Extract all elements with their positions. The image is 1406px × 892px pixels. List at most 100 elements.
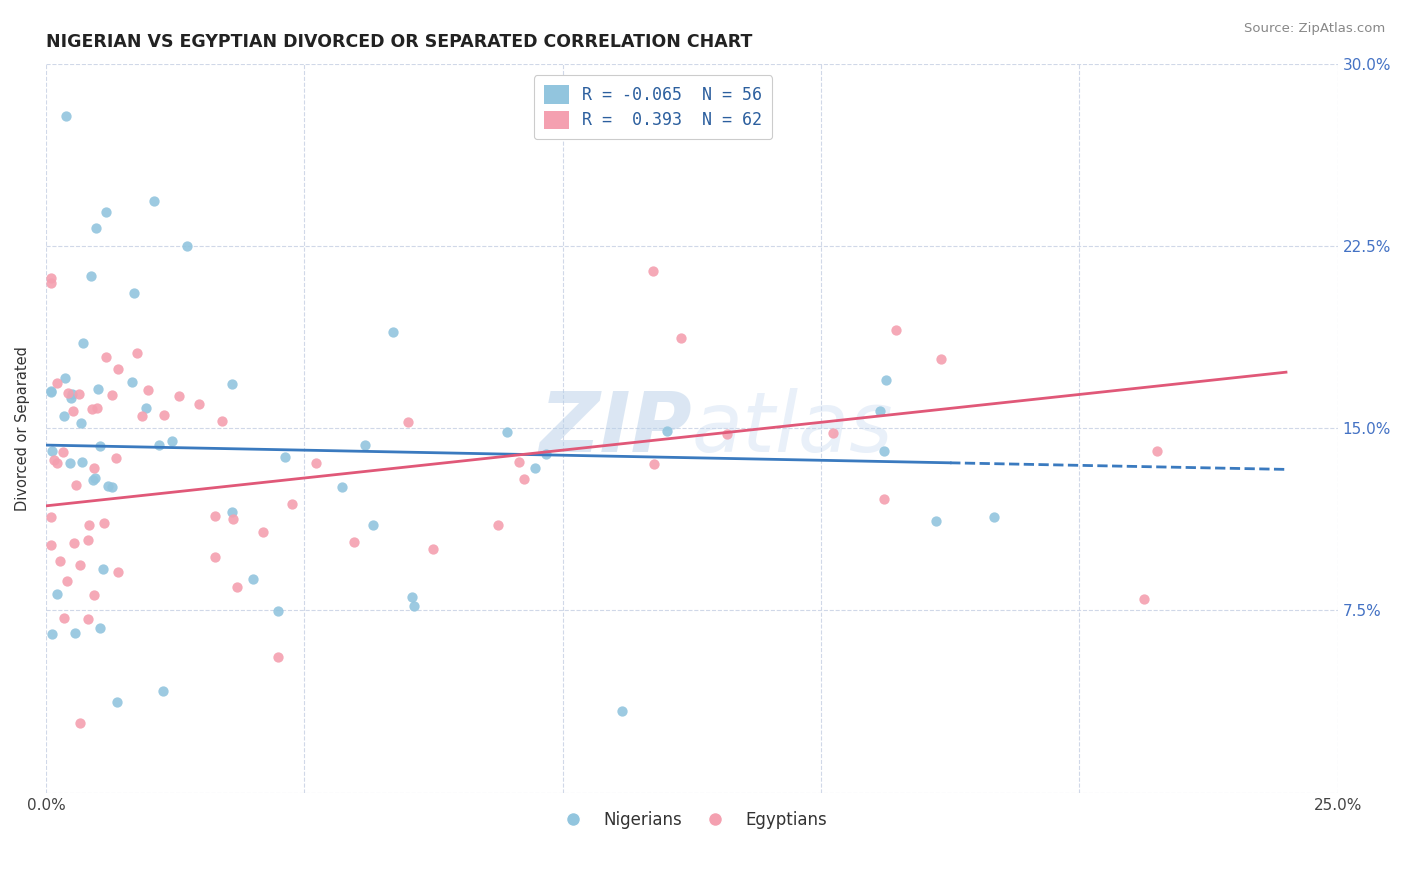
Point [382, 325, 405, 339]
Point [80, 401, 103, 416]
Point [46, 376, 69, 391]
Point [80, 268, 103, 283]
Point [39, 270, 62, 285]
Point [176, 239, 198, 253]
Point [63, 625, 86, 640]
Point [508, 455, 530, 469]
Point [343, 535, 366, 549]
Point [83, 588, 105, 602]
Point [204, 508, 226, 523]
Point [495, 425, 517, 440]
Point [79, 517, 101, 532]
Point [93, 516, 115, 531]
Point [513, 472, 536, 486]
Point [42, 452, 65, 467]
Point [70, 455, 93, 469]
Point [60, 391, 83, 405]
Point [396, 415, 419, 429]
Point [53, 371, 76, 385]
Point [77, 533, 100, 547]
Point [354, 438, 377, 452]
Point [643, 264, 665, 278]
Point [101, 387, 124, 401]
Text: NIGERIAN VS EGYPTIAN DIVORCED OR SEPARATED CORRELATION CHART: NIGERIAN VS EGYPTIAN DIVORCED OR SEPARAT… [46, 33, 752, 51]
Point [242, 572, 264, 586]
Point [404, 599, 426, 613]
Point [52, 409, 75, 424]
Point [330, 480, 353, 494]
Point [76, 612, 98, 626]
Point [62, 404, 84, 418]
Point [135, 401, 157, 416]
Point [534, 447, 557, 461]
Point [59, 456, 82, 470]
Point [69, 716, 91, 731]
Point [267, 604, 290, 618]
Point [63, 535, 86, 549]
Point [82, 473, 104, 487]
Point [94, 350, 117, 364]
Point [55, 574, 77, 588]
Point [131, 409, 153, 423]
Point [56, 386, 79, 401]
Point [869, 403, 891, 417]
Point [67, 387, 90, 401]
Point [152, 684, 174, 698]
Point [39, 384, 62, 399]
Point [69, 558, 91, 573]
Point [89, 621, 111, 635]
Point [60, 387, 83, 401]
Point [252, 524, 274, 539]
Point [41, 444, 63, 458]
Point [167, 389, 190, 403]
Point [875, 373, 897, 387]
Point [305, 456, 328, 470]
Point [105, 695, 128, 709]
Point [39, 384, 62, 399]
Point [152, 408, 174, 422]
Point [1133, 592, 1156, 607]
Point [643, 457, 665, 471]
Point [39, 276, 62, 290]
Point [53, 611, 76, 625]
Point [221, 377, 243, 392]
Point [821, 425, 844, 440]
Point [87, 383, 110, 397]
Point [872, 491, 894, 506]
Point [612, 704, 634, 718]
Point [1146, 443, 1168, 458]
Point [86, 401, 108, 416]
Point [107, 566, 129, 580]
Point [136, 383, 159, 397]
Point [222, 512, 245, 526]
Point [925, 515, 948, 529]
Point [160, 434, 183, 449]
Point [93, 562, 115, 576]
Point [873, 444, 896, 458]
Point [211, 414, 233, 428]
Point [401, 590, 423, 604]
Point [486, 517, 509, 532]
Point [983, 510, 1005, 524]
Point [669, 331, 692, 345]
Point [121, 375, 143, 389]
Text: Source: ZipAtlas.com: Source: ZipAtlas.com [1244, 22, 1385, 36]
Point [72, 335, 94, 350]
Y-axis label: Divorced or Separated: Divorced or Separated [15, 345, 30, 510]
Point [361, 518, 384, 533]
Point [221, 505, 243, 519]
Text: ZIP: ZIP [538, 388, 692, 468]
Legend: Nigerians, Egyptians: Nigerians, Egyptians [550, 804, 834, 836]
Point [422, 542, 444, 557]
Point [52, 445, 75, 459]
Point [148, 438, 170, 452]
Point [884, 323, 907, 337]
Point [125, 346, 148, 360]
Point [89, 439, 111, 453]
Point [94, 204, 117, 219]
Point [84, 220, 107, 235]
Point [929, 352, 952, 367]
Point [46, 586, 69, 600]
Point [524, 461, 547, 475]
Point [83, 461, 105, 475]
